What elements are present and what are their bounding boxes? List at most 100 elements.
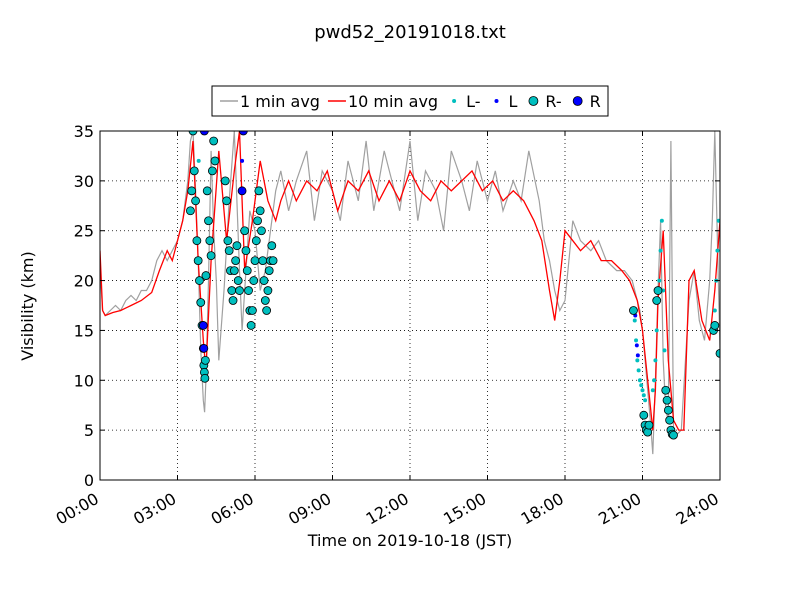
data-point: [659, 218, 664, 223]
data-point: [201, 271, 211, 280]
data-point: [715, 248, 720, 253]
data-point: [196, 298, 206, 307]
data-point: [235, 286, 244, 295]
data-point: [264, 266, 274, 276]
series-r: [198, 131, 248, 353]
data-point: [241, 246, 251, 256]
y-tick-label: 25: [74, 222, 94, 241]
data-point: [200, 373, 210, 383]
y-tick-label: 10: [74, 371, 94, 390]
data-point: [636, 368, 641, 373]
data-point: [227, 286, 237, 295]
legend-swatch: [572, 96, 583, 106]
data-point: [209, 136, 219, 146]
data-point: [658, 248, 663, 253]
x-tick-label: 06:00: [208, 489, 257, 529]
series-r-: [186, 131, 720, 440]
legend-label: L-: [466, 92, 480, 111]
data-point: [640, 388, 645, 393]
data-point: [199, 131, 209, 136]
data-point: [654, 328, 659, 333]
data-point: [255, 206, 265, 216]
data-point: [652, 296, 662, 305]
x-tick-label: 18:00: [518, 489, 567, 529]
plot-area: [99, 130, 721, 481]
chart-title: pwd52_20191018.txt: [314, 22, 506, 43]
chart-legend: 1 min avg 10 min avg L- L R- R: [211, 85, 609, 117]
y-tick-label: 0: [84, 471, 94, 490]
data-point: [238, 131, 248, 136]
data-point: [657, 278, 662, 283]
data-point: [237, 186, 247, 196]
grid-lines: [100, 131, 720, 480]
x-tick-label: 03:00: [130, 489, 179, 529]
data-point: [251, 236, 261, 246]
series-10-min-avg: [100, 131, 720, 431]
legend-label: L: [509, 92, 518, 111]
data-point: [661, 385, 671, 395]
data-point: [231, 256, 241, 266]
data-point: [653, 286, 663, 295]
y-tick-label: 15: [74, 321, 94, 340]
data-point: [192, 236, 202, 246]
data-point: [653, 358, 658, 363]
data-point: [639, 383, 644, 388]
y-tick-label: 5: [84, 421, 94, 440]
y-axis-label: Visibility (km): [18, 251, 37, 360]
data-point: [248, 306, 257, 315]
series-layer: [100, 131, 720, 455]
data-point: [202, 186, 212, 196]
x-tick-label: 21:00: [595, 489, 644, 529]
data-point: [240, 158, 245, 163]
data-point: [650, 388, 655, 393]
data-point: [663, 405, 673, 415]
data-point: [662, 395, 672, 405]
data-point: [259, 276, 269, 285]
data-point: [262, 306, 272, 315]
x-tick-label: 15:00: [440, 489, 489, 529]
data-point: [205, 236, 215, 246]
data-point: [669, 430, 678, 440]
legend-frame: [211, 85, 609, 117]
data-point: [242, 266, 252, 276]
series-line: [100, 131, 720, 431]
data-point: [186, 206, 195, 216]
data-point: [257, 226, 266, 236]
legend-item: R-: [528, 92, 562, 111]
data-point: [198, 321, 208, 330]
x-tick-label: 24:00: [673, 489, 722, 529]
data-point: [710, 321, 720, 330]
data-point: [191, 196, 200, 206]
data-point: [712, 308, 717, 313]
y-tick-label: 30: [74, 172, 94, 191]
x-axis-label: Time on 2019-10-18 (JST): [307, 531, 512, 550]
legend-item: L-: [452, 92, 481, 111]
data-point: [222, 196, 231, 206]
data-point: [258, 256, 268, 266]
legend-item: 10 min avg: [327, 92, 438, 111]
data-point: [254, 186, 264, 196]
data-point: [188, 131, 198, 136]
y-tick-label: 20: [74, 272, 94, 291]
legend-item: R: [572, 92, 601, 111]
legend-item: 1 min avg: [220, 92, 320, 111]
data-point: [637, 378, 642, 383]
series-l-: [196, 158, 720, 423]
data-point: [635, 358, 640, 363]
data-point: [253, 216, 262, 226]
legend-swatch: [452, 99, 457, 103]
data-point: [639, 410, 649, 420]
data-point: [632, 318, 637, 323]
data-point: [195, 276, 204, 285]
legend-swatch: [494, 99, 499, 103]
data-point: [207, 166, 217, 176]
data-point: [662, 348, 667, 353]
data-point: [641, 393, 646, 398]
legend-label: 1 min avg: [240, 92, 320, 111]
data-point: [635, 353, 640, 358]
data-point: [716, 218, 720, 223]
data-point: [196, 158, 201, 163]
data-point: [634, 338, 639, 343]
legend-label: R: [590, 92, 601, 111]
